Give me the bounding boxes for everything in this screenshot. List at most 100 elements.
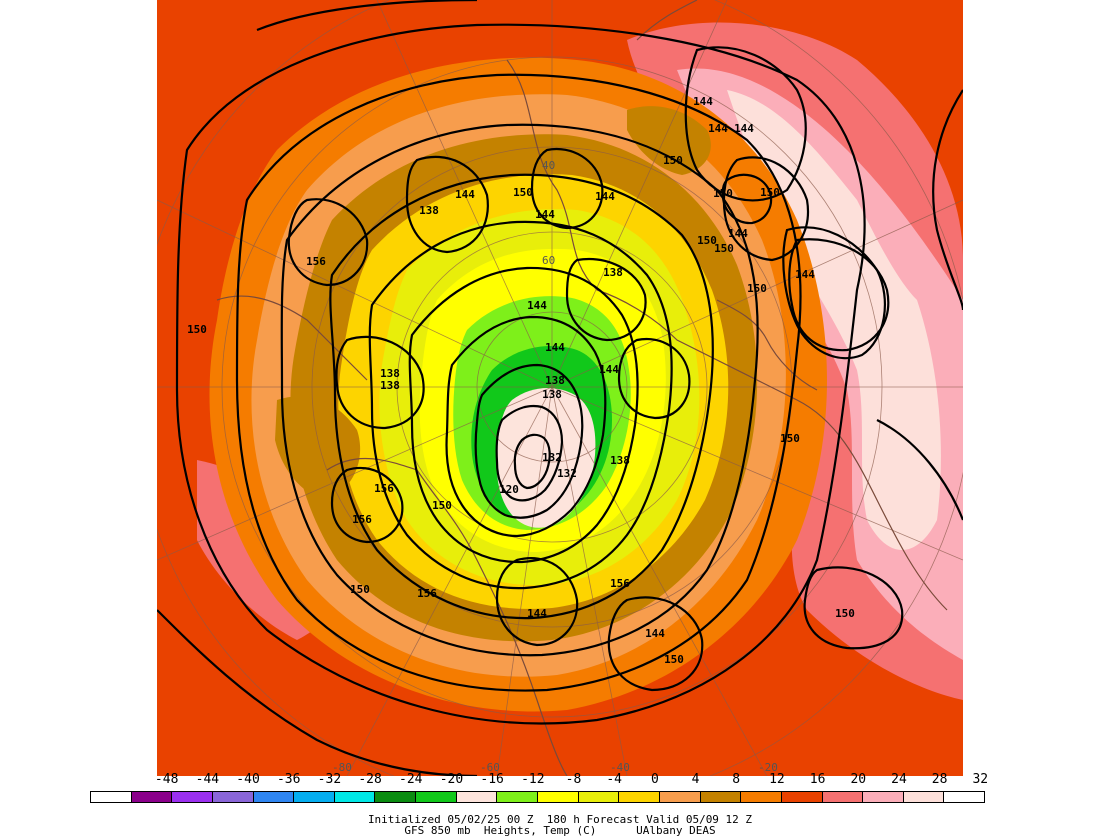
contour-line — [788, 238, 890, 352]
colorbar-swatch — [416, 792, 457, 802]
meridian-line — [346, 386, 553, 776]
contour-line — [495, 404, 564, 502]
contour-label: 150 — [760, 186, 780, 199]
contour-label: 138 — [380, 367, 400, 380]
contour-line — [932, 89, 963, 311]
colorbar-swatch — [294, 792, 335, 802]
contour-label: 144 — [595, 190, 615, 203]
contour-line — [513, 433, 551, 490]
contour-label: 144 — [645, 627, 665, 640]
contour-line — [607, 596, 704, 692]
colorbar-swatch — [91, 792, 132, 802]
contour-line — [530, 147, 604, 230]
height-contours — [157, 0, 963, 776]
shade-brown-sw — [275, 396, 361, 500]
graticule-labels: 40 60 -80 -60 -40 -20 — [332, 159, 778, 774]
contour-label: 138 — [603, 266, 623, 279]
contour-line — [405, 155, 489, 254]
lat-label: 40 — [542, 159, 555, 172]
contour-line — [876, 419, 963, 521]
contour-line — [287, 198, 369, 287]
meridian-line — [551, 386, 628, 776]
contour-label: 144 — [599, 363, 619, 376]
shade-brown-ne — [627, 106, 711, 175]
contour-label: 144 — [693, 95, 713, 108]
meridian-line — [551, 0, 728, 388]
contour-label: 144 — [734, 122, 754, 135]
colorbar-tick-label: -32 — [317, 772, 342, 787]
contour-label: 138 — [610, 454, 630, 467]
contour-line — [335, 335, 425, 430]
contour-label: 150 — [780, 432, 800, 445]
coastline — [506, 59, 948, 611]
contour-label: 144 — [527, 299, 547, 312]
contour-label: 144 — [795, 268, 815, 281]
colorbar-tick-label: -12 — [521, 772, 545, 787]
colorbar-swatch — [131, 792, 173, 802]
colorbar-swatch — [619, 792, 660, 802]
contour-label: 150 — [663, 154, 683, 167]
contour-label: 156 — [352, 513, 372, 526]
contour-label: 150 — [664, 653, 684, 666]
contour-label: 138 — [380, 379, 400, 392]
contour-line — [565, 257, 647, 342]
contour-line — [495, 557, 579, 647]
lon-label: -60 — [480, 761, 500, 774]
lon-label: -20 — [758, 761, 778, 774]
colorbar-swatch — [863, 792, 904, 802]
footer-line-1: Initialized 05/02/25 00 Z 180 h Forecast… — [367, 813, 753, 826]
meridian-line — [496, 386, 553, 776]
colorbar-swatch — [172, 792, 213, 802]
colorbar-swatch — [700, 792, 742, 802]
contour-line — [330, 466, 404, 544]
colorbar-swatch — [944, 792, 985, 802]
colorbar-swatch — [578, 792, 620, 802]
colorbar-swatch — [212, 792, 254, 802]
contour-line — [256, 0, 478, 32]
meridian-line — [551, 386, 768, 776]
contour-label: 138 — [419, 204, 439, 217]
lon-label: -40 — [610, 761, 630, 774]
lat-label: 60 — [542, 254, 555, 267]
contour-label: 156 — [374, 482, 394, 495]
colorbar-tick-label: -24 — [399, 772, 423, 787]
contour-label: 144 — [535, 208, 555, 221]
contour-label: 156 — [306, 255, 326, 268]
contour-line — [235, 73, 802, 692]
colorbar — [90, 791, 985, 803]
contour-label: 150 — [187, 323, 207, 336]
meridian-line — [157, 199, 553, 388]
contour-line — [684, 46, 807, 202]
contour-label: 156 — [610, 577, 630, 590]
colorbar-swatch — [375, 792, 417, 802]
colorbar-tick-label: 20 — [850, 772, 867, 787]
contour-label: 120 — [499, 483, 519, 496]
colorbar-tick-label: 8 — [732, 772, 741, 787]
contour-label: 150 — [513, 186, 533, 199]
contour-label: 150 — [713, 187, 733, 200]
colorbar-swatch — [903, 792, 945, 802]
contour-label: 138 — [542, 388, 562, 401]
meridian-line — [551, 199, 963, 388]
contour-label: 144 — [455, 188, 475, 201]
colorbar-tick-label: -48 — [154, 772, 179, 787]
contour-line — [445, 315, 607, 538]
contour-label: 144 — [545, 341, 565, 354]
map-panel: 144 144 144 150 138 144 150 144 144 150 150 150 150 1… — [157, 0, 963, 776]
contour-label: 150 — [835, 607, 855, 620]
contour-line — [329, 173, 714, 620]
contour-label: 132 — [542, 451, 562, 464]
contour-line — [175, 23, 866, 725]
coastlines — [216, 0, 948, 776]
contour-label: 132 — [557, 467, 577, 480]
coastline — [326, 457, 568, 776]
colorbar-tick-label: -44 — [195, 772, 220, 787]
contour-line — [782, 226, 887, 360]
colorbar-swatch — [781, 792, 823, 802]
colorbar-swatch — [659, 792, 701, 802]
footer-line-2: GFS 850 mb Heights, Temp (C) UAlbany DEA… — [404, 824, 716, 837]
contour-label: 144 — [728, 227, 748, 240]
colorbar-tick-label: -16 — [480, 772, 504, 787]
colorbar-swatch — [741, 792, 782, 802]
